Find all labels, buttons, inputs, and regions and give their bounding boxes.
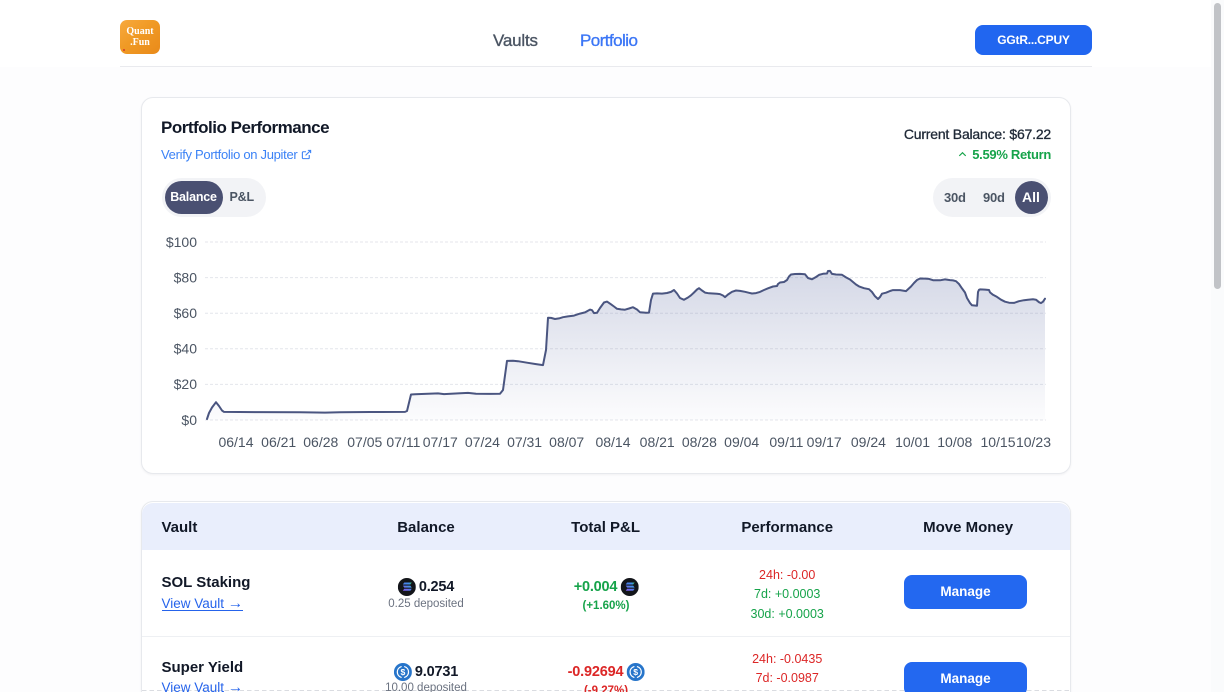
svg-text:09/24: 09/24	[851, 434, 886, 450]
svg-text:10/01: 10/01	[895, 434, 930, 450]
svg-text:07/24: 07/24	[465, 434, 500, 450]
svg-text:07/17: 07/17	[423, 434, 458, 450]
svg-text:08/28: 08/28	[682, 434, 717, 450]
svg-text:09/11: 09/11	[769, 434, 803, 450]
svg-text:08/07: 08/07	[549, 434, 584, 450]
svg-text:07/11: 07/11	[386, 434, 420, 450]
svg-text:$40: $40	[174, 341, 198, 357]
svg-text:$0: $0	[181, 412, 197, 428]
svg-text:07/31: 07/31	[507, 434, 542, 450]
svg-text:08/21: 08/21	[640, 434, 675, 450]
svg-text:10/23: 10/23	[1016, 434, 1051, 450]
svg-text:$80: $80	[174, 270, 198, 286]
svg-text:09/17: 09/17	[807, 434, 842, 450]
svg-text:06/21: 06/21	[261, 434, 296, 450]
svg-text:06/28: 06/28	[303, 434, 338, 450]
svg-text:$60: $60	[174, 305, 198, 321]
svg-text:$100: $100	[166, 234, 197, 250]
svg-text:09/04: 09/04	[724, 434, 759, 450]
svg-text:10/08: 10/08	[937, 434, 972, 450]
svg-text:10/15: 10/15	[980, 434, 1015, 450]
svg-text:06/14: 06/14	[218, 434, 253, 450]
svg-text:$: $	[633, 667, 638, 677]
svg-text:08/14: 08/14	[595, 434, 630, 450]
svg-text:$: $	[401, 667, 406, 677]
svg-text:07/05: 07/05	[347, 434, 382, 450]
svg-text:$20: $20	[174, 376, 198, 392]
